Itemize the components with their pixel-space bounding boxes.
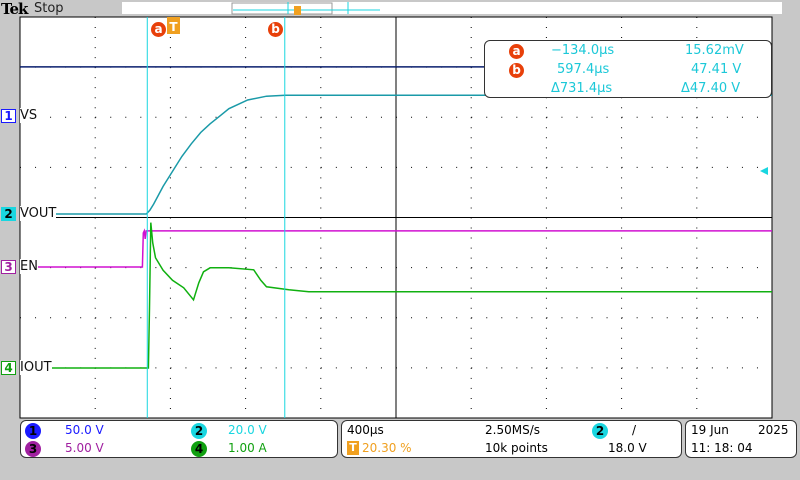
trace-vout bbox=[20, 94, 772, 215]
vertical-settings-panel[interactable]: 1 50.0 V 2 20.0 V 3 5.00 V 4 1.00 A bbox=[20, 420, 338, 458]
time-per-div: 400µs bbox=[347, 423, 384, 437]
ch4-label: IOUT bbox=[20, 360, 52, 375]
cursor-delta-value: Δ47.40 V bbox=[681, 81, 741, 96]
acquisition-state: Stop bbox=[34, 1, 64, 16]
trigger-slope-icon: / bbox=[632, 423, 637, 437]
ch2-scale: 20.0 V bbox=[228, 423, 267, 437]
trigger-icon: T bbox=[347, 441, 359, 455]
ch3-badge[interactable]: 3 bbox=[25, 441, 41, 457]
date-year: 2025 bbox=[758, 423, 789, 437]
trigger-level-marker bbox=[760, 167, 768, 175]
horizontal-trigger-panel[interactable]: 400µs 2.50MS/s 2 / T 20.30 % 10k points … bbox=[341, 420, 682, 458]
cursor-a-time: −134.0µs bbox=[551, 43, 615, 58]
date-day: 19 Jun bbox=[691, 423, 729, 437]
ch4-ground-marker[interactable]: 4 bbox=[1, 361, 16, 375]
ch1-scale: 50.0 V bbox=[65, 423, 104, 437]
status-bar: Tek Stop bbox=[0, 0, 800, 18]
cursor-b-value: 47.41 V bbox=[691, 62, 742, 77]
ch3-scale: 5.00 V bbox=[65, 441, 104, 455]
cursor-readout: a b −134.0µs 15.62mV 597.4µs 47.41 V Δ73… bbox=[484, 40, 772, 98]
record-trigger-marker bbox=[294, 6, 301, 15]
record-length: 10k points bbox=[485, 441, 548, 455]
trigger-source-badge[interactable]: 2 bbox=[592, 423, 608, 439]
cursor-a-value: 15.62mV bbox=[685, 43, 744, 58]
ch4-scale: 1.00 A bbox=[228, 441, 267, 455]
trigger-level: 18.0 V bbox=[608, 441, 647, 455]
brand-logo: Tek bbox=[1, 0, 28, 18]
ch3-label: EN bbox=[20, 259, 38, 274]
cursor-a-badge: a bbox=[509, 44, 524, 59]
ch1-ground-marker[interactable]: 1 bbox=[1, 109, 16, 123]
trigger-position: 20.30 % bbox=[362, 441, 412, 455]
trigger-position-marker[interactable]: T bbox=[167, 17, 180, 34]
ch1-label: VS bbox=[20, 108, 38, 123]
record-view-window bbox=[231, 2, 333, 15]
cursor-b-time: 597.4µs bbox=[557, 62, 610, 77]
ch2-ground-marker[interactable]: 2 bbox=[1, 207, 16, 221]
cursor-a-marker[interactable]: a bbox=[151, 22, 166, 37]
ch2-badge[interactable]: 2 bbox=[191, 423, 207, 439]
ch4-badge[interactable]: 4 bbox=[191, 441, 207, 457]
cursor-delta-time: Δ731.4µs bbox=[551, 81, 613, 96]
sample-rate: 2.50MS/s bbox=[485, 423, 540, 437]
trace-iout bbox=[20, 222, 772, 369]
record-view-bar[interactable] bbox=[122, 2, 782, 14]
cursor-b-marker[interactable]: b bbox=[268, 22, 283, 37]
ch2-label: VOUT bbox=[20, 206, 57, 221]
cursor-b-badge: b bbox=[509, 63, 524, 78]
ch1-badge[interactable]: 1 bbox=[25, 423, 41, 439]
datetime-panel: 19 Jun 2025 11: 18: 04 bbox=[685, 420, 797, 458]
ch3-ground-marker[interactable]: 3 bbox=[1, 260, 16, 274]
time: 11: 18: 04 bbox=[691, 441, 753, 455]
